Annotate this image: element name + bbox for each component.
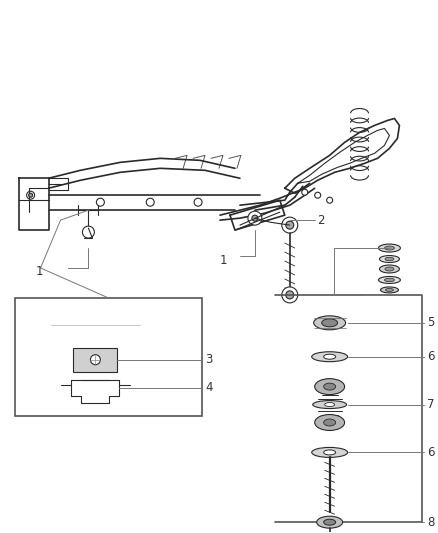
Circle shape <box>248 211 262 225</box>
Circle shape <box>82 226 95 238</box>
Ellipse shape <box>385 278 394 282</box>
Circle shape <box>90 355 100 365</box>
Ellipse shape <box>312 447 348 457</box>
Ellipse shape <box>325 402 335 407</box>
Text: 1: 1 <box>35 265 43 278</box>
Ellipse shape <box>385 257 394 261</box>
Ellipse shape <box>379 255 399 263</box>
Text: 6: 6 <box>427 446 435 459</box>
Ellipse shape <box>324 519 336 525</box>
Ellipse shape <box>378 244 400 252</box>
Ellipse shape <box>324 383 336 390</box>
Circle shape <box>194 198 202 206</box>
Circle shape <box>282 287 298 303</box>
Ellipse shape <box>321 319 338 327</box>
Text: 2: 2 <box>317 214 324 227</box>
Ellipse shape <box>379 265 399 273</box>
Circle shape <box>28 193 32 197</box>
Text: 7: 7 <box>427 398 435 411</box>
Ellipse shape <box>324 354 336 359</box>
Circle shape <box>286 291 294 299</box>
Ellipse shape <box>378 277 400 284</box>
Circle shape <box>252 215 258 221</box>
Text: 3: 3 <box>205 353 212 366</box>
Circle shape <box>146 198 154 206</box>
Ellipse shape <box>314 378 345 394</box>
Text: 4: 4 <box>205 381 212 394</box>
Ellipse shape <box>312 352 348 362</box>
Ellipse shape <box>314 415 345 431</box>
Circle shape <box>327 197 332 203</box>
Ellipse shape <box>385 288 393 292</box>
Circle shape <box>302 189 308 195</box>
Ellipse shape <box>314 316 346 330</box>
Ellipse shape <box>385 267 394 271</box>
Ellipse shape <box>385 246 394 250</box>
Ellipse shape <box>324 419 336 426</box>
Circle shape <box>282 217 298 233</box>
Ellipse shape <box>313 401 346 409</box>
Bar <box>74 348 117 372</box>
Text: 1: 1 <box>220 254 227 266</box>
Ellipse shape <box>324 450 336 455</box>
Circle shape <box>286 221 294 229</box>
Text: 6: 6 <box>427 350 435 363</box>
Bar <box>14 298 202 416</box>
Text: 5: 5 <box>427 316 434 329</box>
Ellipse shape <box>381 287 399 293</box>
Circle shape <box>314 192 321 198</box>
Circle shape <box>96 198 104 206</box>
Text: 8: 8 <box>427 516 434 529</box>
Ellipse shape <box>317 516 343 528</box>
FancyBboxPatch shape <box>34 314 158 346</box>
